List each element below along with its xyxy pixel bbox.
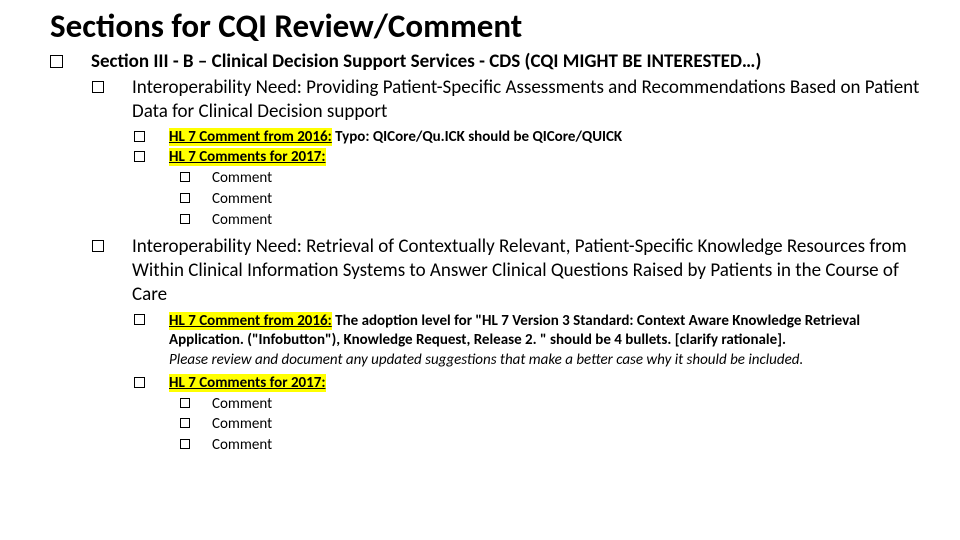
highlight-label: HL 7 Comments for 2017: — [169, 148, 326, 166]
section-heading: Section III - B – Clinical Decision Supp… — [91, 50, 932, 74]
comment-line: Comment — [180, 415, 932, 434]
comment-line: Comment — [180, 395, 932, 414]
checkbox-icon — [180, 214, 190, 224]
checkbox-icon — [134, 314, 145, 325]
comment-body: Typo: QICore/Qu.ICK should be QICore/QUI… — [332, 128, 622, 146]
slide-title: Sections for CQI Review/Comment — [50, 8, 932, 44]
comment-body-2: Please review and document any updated s… — [169, 351, 803, 369]
checkbox-icon — [180, 172, 190, 182]
need2-row: Interoperability Need: Retrieval of Cont… — [92, 235, 932, 306]
section-heading-row: Section III - B – Clinical Decision Supp… — [50, 50, 932, 74]
comment-text: Comment — [212, 436, 932, 455]
comment-line: Comment — [180, 190, 932, 209]
highlight-label: HL 7 Comment from 2016: — [169, 312, 332, 330]
comments-2017-a: HL 7 Comments for 2017: — [169, 148, 932, 167]
comment-text: Comment — [212, 415, 932, 434]
comment-text: Comment — [212, 395, 932, 414]
checkbox-icon — [134, 151, 145, 162]
highlight-label: HL 7 Comment from 2016: — [169, 128, 332, 146]
checkbox-icon — [180, 439, 190, 449]
checkbox-icon — [180, 193, 190, 203]
comments-2017-a-row: HL 7 Comments for 2017: — [134, 148, 932, 167]
checkbox-icon — [50, 55, 63, 68]
need2-text: Interoperability Need: Retrieval of Cont… — [132, 235, 932, 306]
comment-2016-b-row: HL 7 Comment from 2016: The adoption lev… — [134, 311, 932, 370]
comment-2016-a: HL 7 Comment from 2016: Typo: QICore/Qu.… — [169, 128, 932, 147]
comment-text: Comment — [212, 169, 932, 188]
comment-text: Comment — [212, 211, 932, 230]
checkbox-icon — [92, 240, 104, 252]
slide-container: Sections for CQI Review/Comment Section … — [0, 0, 960, 465]
comment-2016-a-row: HL 7 Comment from 2016: Typo: QICore/Qu.… — [134, 128, 932, 147]
comment-line: Comment — [180, 211, 932, 230]
comment-line: Comment — [180, 436, 932, 455]
need1-row: Interoperability Need: Providing Patient… — [92, 76, 932, 124]
checkbox-icon — [180, 418, 190, 428]
checkbox-icon — [134, 377, 145, 388]
highlight-label: HL 7 Comments for 2017: — [169, 374, 326, 392]
comment-text: Comment — [212, 190, 932, 209]
comments-2017-b-row: HL 7 Comments for 2017: — [134, 374, 932, 393]
comments-2017-b: HL 7 Comments for 2017: — [169, 374, 932, 393]
need1-text: Interoperability Need: Providing Patient… — [132, 76, 932, 124]
checkbox-icon — [134, 131, 145, 142]
checkbox-icon — [180, 398, 190, 408]
comment-2016-b: HL 7 Comment from 2016: The adoption lev… — [169, 311, 932, 370]
comment-line: Comment — [180, 169, 932, 188]
checkbox-icon — [92, 81, 104, 93]
